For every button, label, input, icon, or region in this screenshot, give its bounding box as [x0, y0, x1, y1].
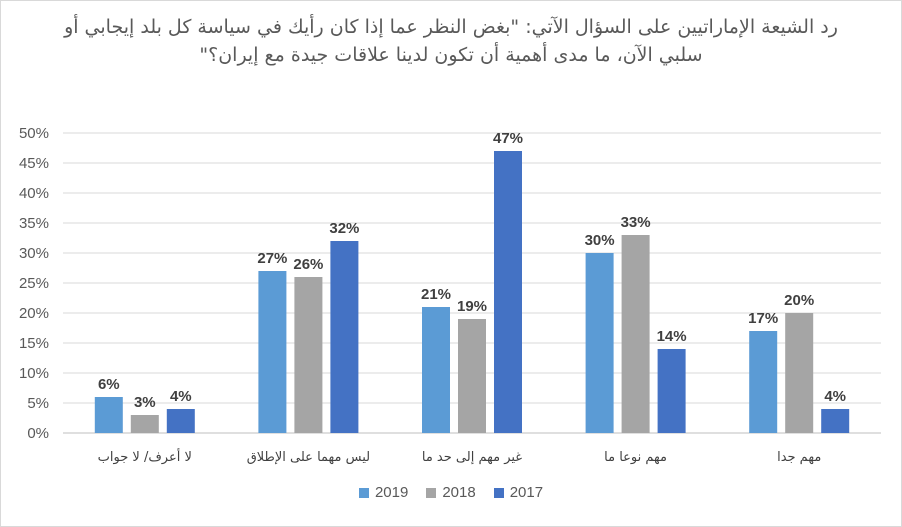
data-label: 4% — [170, 388, 192, 405]
legend: 2019 2018 2017 — [1, 484, 901, 501]
y-tick-label: 40% — [19, 185, 49, 202]
data-label: 4% — [824, 388, 846, 405]
bar-2019 — [749, 331, 778, 433]
legend-item-2019: 2019 — [358, 484, 409, 501]
data-label: 3% — [134, 394, 156, 411]
legend-label: 2017 — [509, 484, 544, 501]
category-label: ليس مهما على الإطلاق — [247, 450, 370, 465]
legend-label: 2019 — [374, 484, 409, 501]
data-label: 33% — [621, 214, 651, 231]
legend-label: 2018 — [442, 484, 476, 501]
bar-2018 — [785, 313, 814, 433]
y-tick-label: 50% — [19, 125, 49, 142]
y-tick-label: 30% — [19, 245, 49, 262]
legend-item-2018: 2018 — [426, 484, 476, 501]
data-label: 6% — [98, 376, 120, 393]
y-tick-label: 5% — [27, 395, 49, 412]
data-label: 17% — [748, 310, 778, 327]
legend-swatch — [358, 487, 369, 498]
bar-2017 — [166, 409, 195, 433]
bar-2019 — [94, 397, 123, 433]
bar-2019 — [585, 253, 614, 433]
category-label: لا أعرف/ لا جواب — [98, 448, 192, 465]
category-label: غير مهم إلى حد ما — [422, 450, 522, 465]
y-tick-label: 35% — [19, 215, 49, 232]
data-label: 20% — [784, 292, 814, 309]
bar-2018 — [458, 319, 486, 433]
bar-2017 — [821, 409, 850, 433]
category-label: مهم نوعا ما — [604, 450, 667, 465]
bar-2017 — [657, 349, 686, 433]
data-label: 27% — [257, 250, 287, 267]
y-tick-label: 25% — [19, 275, 49, 292]
data-label: 30% — [585, 232, 615, 249]
data-label: 26% — [293, 256, 323, 273]
bar-2019 — [258, 271, 287, 433]
bar-2017 — [330, 241, 359, 433]
category-label: مهم جدا — [777, 450, 821, 465]
y-tick-label: 10% — [19, 365, 49, 382]
y-tick-label: 20% — [19, 305, 49, 322]
chart-title: رد الشيعة الإماراتيين على السؤال الآتي: … — [64, 16, 838, 66]
data-label: 19% — [457, 298, 487, 315]
legend-swatch — [426, 487, 437, 498]
data-label: 47% — [493, 130, 523, 147]
bar-2018 — [294, 277, 323, 433]
data-label: 21% — [421, 286, 451, 303]
y-tick-label: 15% — [19, 335, 49, 352]
bar-2019 — [422, 307, 450, 433]
legend-swatch — [493, 487, 504, 498]
bar-2017 — [494, 151, 522, 433]
data-label: 14% — [657, 328, 687, 345]
y-tick-label: 0% — [27, 425, 49, 442]
bar-2018 — [621, 235, 650, 433]
data-label: 32% — [329, 220, 359, 237]
y-tick-label: 45% — [19, 155, 49, 172]
bar-2018 — [130, 415, 159, 433]
legend-item-2017: 2017 — [493, 484, 544, 501]
